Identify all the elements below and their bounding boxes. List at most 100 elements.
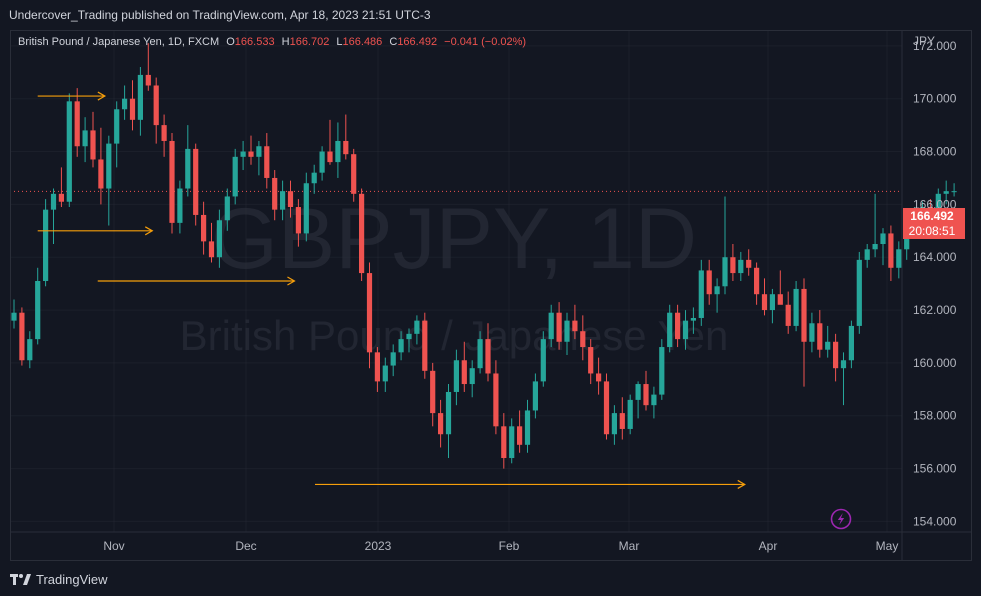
candle[interactable] xyxy=(643,370,649,411)
candle[interactable] xyxy=(122,85,128,120)
candle[interactable] xyxy=(817,310,823,358)
candle[interactable] xyxy=(548,304,554,348)
candle[interactable] xyxy=(35,267,41,345)
candle[interactable] xyxy=(232,148,238,205)
candle[interactable] xyxy=(390,344,396,377)
candle[interactable] xyxy=(943,180,949,205)
candle[interactable] xyxy=(888,225,894,281)
candle[interactable] xyxy=(98,127,104,205)
candle[interactable] xyxy=(137,66,143,136)
candle[interactable] xyxy=(445,384,452,459)
candle[interactable] xyxy=(185,125,191,197)
candle[interactable] xyxy=(224,188,230,231)
candle[interactable] xyxy=(864,244,870,268)
candle[interactable] xyxy=(588,339,594,385)
candle[interactable] xyxy=(414,315,420,345)
candle[interactable] xyxy=(272,170,278,221)
candle[interactable] xyxy=(90,111,96,168)
candle[interactable] xyxy=(453,349,459,406)
candle[interactable] xyxy=(596,357,602,395)
candle[interactable] xyxy=(619,397,625,440)
candle[interactable] xyxy=(106,135,112,226)
candle[interactable] xyxy=(335,122,341,178)
tradingview-logo-icon[interactable] xyxy=(10,573,32,586)
annotation-arrow[interactable] xyxy=(37,91,107,101)
candle[interactable] xyxy=(825,325,831,358)
candle[interactable] xyxy=(319,146,325,181)
candle[interactable] xyxy=(343,114,349,160)
annotation-arrow[interactable] xyxy=(97,276,296,286)
candle[interactable] xyxy=(177,180,183,234)
price-axis[interactable]: 172.000 170.000 168.000 166.000 164.000 162.0… xyxy=(913,39,957,529)
candle[interactable] xyxy=(359,188,365,281)
candle[interactable] xyxy=(58,167,64,208)
candle[interactable] xyxy=(540,331,546,387)
candle[interactable] xyxy=(264,133,270,189)
candle[interactable] xyxy=(880,228,886,266)
candle[interactable] xyxy=(129,80,136,131)
candle[interactable] xyxy=(327,119,333,165)
annotation-arrow[interactable] xyxy=(37,226,154,236)
candle[interactable] xyxy=(145,43,151,91)
candle[interactable] xyxy=(27,331,33,369)
candle[interactable] xyxy=(951,183,957,197)
candle[interactable] xyxy=(430,362,436,427)
candle[interactable] xyxy=(809,312,815,353)
candle[interactable] xyxy=(777,270,783,305)
candle[interactable] xyxy=(667,304,673,353)
candle[interactable] xyxy=(382,357,388,392)
candle[interactable] xyxy=(469,360,475,398)
price-chart[interactable]: GBPJPY, 1D British Pound / Japanese Yen … xyxy=(10,30,972,561)
candle[interactable] xyxy=(793,281,799,332)
candle[interactable] xyxy=(66,93,72,208)
candle[interactable] xyxy=(769,288,775,324)
candle[interactable] xyxy=(280,180,286,221)
candle[interactable] xyxy=(833,333,839,382)
time-axis[interactable]: Nov Dec 2023 Feb Mar Apr May xyxy=(103,539,898,553)
candle[interactable] xyxy=(603,373,610,440)
candle[interactable] xyxy=(896,241,902,279)
annotations[interactable] xyxy=(37,91,746,489)
candle[interactable] xyxy=(659,339,665,400)
candle[interactable] xyxy=(74,88,80,157)
candle[interactable] xyxy=(754,262,760,305)
candle[interactable] xyxy=(366,262,373,369)
candle[interactable] xyxy=(374,347,380,392)
candle[interactable] xyxy=(11,299,17,329)
candle[interactable] xyxy=(761,278,768,316)
candle[interactable] xyxy=(690,307,696,334)
candle[interactable] xyxy=(82,117,88,163)
candle[interactable] xyxy=(406,328,412,353)
candle[interactable] xyxy=(627,394,633,435)
candle[interactable] xyxy=(169,133,175,234)
candle[interactable] xyxy=(287,180,294,218)
candle[interactable] xyxy=(785,291,791,334)
candle[interactable] xyxy=(746,249,752,276)
candle[interactable] xyxy=(714,278,720,313)
candle[interactable] xyxy=(303,172,309,242)
candle[interactable] xyxy=(438,399,444,448)
candle[interactable] xyxy=(43,199,49,287)
candle[interactable] xyxy=(532,373,538,419)
candle[interactable] xyxy=(311,164,317,194)
candle[interactable] xyxy=(840,352,847,406)
candle[interactable] xyxy=(611,405,617,445)
candle[interactable] xyxy=(706,259,712,305)
candle[interactable] xyxy=(248,135,254,165)
candle[interactable] xyxy=(848,320,854,369)
candle[interactable] xyxy=(698,259,704,326)
candle[interactable] xyxy=(517,410,523,453)
candle[interactable] xyxy=(153,77,159,144)
candle[interactable] xyxy=(872,193,878,258)
candle[interactable] xyxy=(801,278,807,387)
candle[interactable] xyxy=(524,399,531,453)
candle[interactable] xyxy=(216,209,222,268)
candle[interactable] xyxy=(161,114,167,157)
candle[interactable] xyxy=(564,312,570,355)
candle[interactable] xyxy=(422,312,428,379)
candle[interactable] xyxy=(722,196,728,295)
candle[interactable] xyxy=(193,143,199,226)
candle[interactable] xyxy=(509,418,515,464)
candle[interactable] xyxy=(240,140,246,171)
candle[interactable] xyxy=(19,307,25,366)
